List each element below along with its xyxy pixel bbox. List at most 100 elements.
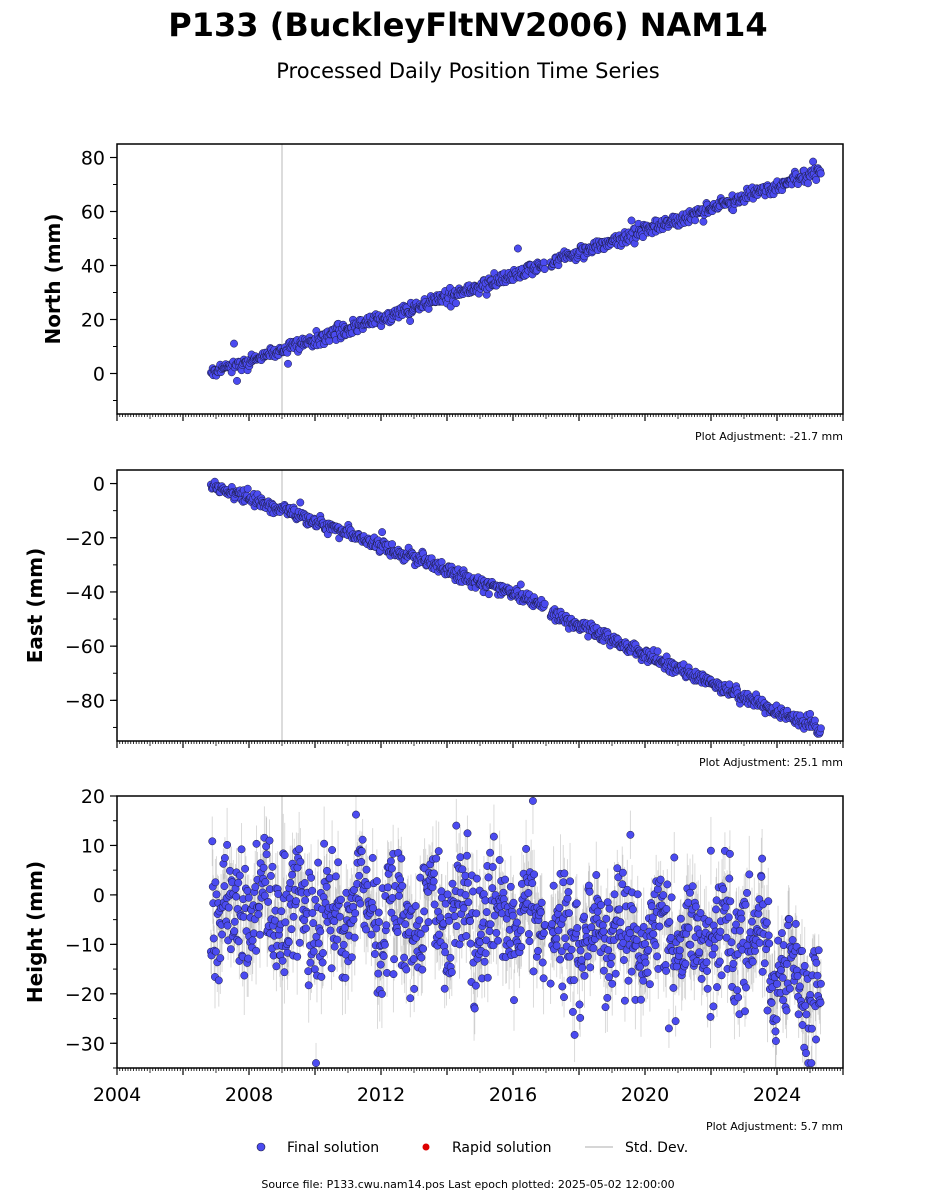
y-tick-label: −60 bbox=[65, 636, 105, 658]
data-point bbox=[212, 890, 221, 899]
data-point bbox=[296, 498, 305, 507]
data-point bbox=[208, 837, 217, 846]
data-point bbox=[224, 903, 233, 912]
data-point bbox=[284, 359, 292, 368]
north-axis-label: North (mm) bbox=[41, 213, 65, 344]
data-point bbox=[691, 216, 700, 225]
data-point bbox=[254, 910, 263, 919]
data-point bbox=[513, 244, 522, 253]
data-point bbox=[244, 954, 253, 963]
data-point bbox=[261, 878, 270, 886]
data-point bbox=[230, 917, 239, 926]
data-point bbox=[259, 863, 268, 872]
data-point bbox=[277, 907, 286, 916]
data-point bbox=[809, 157, 818, 166]
data-point bbox=[265, 836, 274, 845]
data-point bbox=[278, 956, 287, 965]
data-point bbox=[243, 484, 252, 493]
data-point bbox=[255, 903, 264, 912]
data-point bbox=[540, 599, 549, 608]
data-point bbox=[211, 947, 220, 956]
y-tick-label: 40 bbox=[81, 256, 105, 278]
y-tick-label: 80 bbox=[81, 148, 105, 170]
y-tick-label: 20 bbox=[81, 310, 105, 332]
data-point bbox=[220, 854, 229, 862]
data-point bbox=[234, 937, 243, 946]
data-point bbox=[325, 336, 334, 345]
data-point bbox=[218, 930, 226, 939]
data-point bbox=[264, 897, 273, 906]
data-point bbox=[243, 886, 252, 895]
y-tick-label: −20 bbox=[65, 528, 105, 550]
data-point bbox=[237, 845, 246, 854]
data-point bbox=[437, 558, 446, 566]
east-panel: 0 −20 −40 −60 −80 East (mm) Plot Adjustment: 2… bbox=[23, 469, 844, 769]
data-point bbox=[233, 376, 241, 385]
data-point bbox=[240, 971, 249, 980]
data-point bbox=[266, 871, 275, 880]
data-point bbox=[388, 540, 397, 549]
data-point bbox=[223, 921, 232, 930]
data-point bbox=[284, 938, 293, 946]
east-axes-frame bbox=[116, 469, 844, 742]
data-point bbox=[216, 954, 225, 963]
y-tick-label: −40 bbox=[65, 582, 105, 604]
data-point bbox=[230, 927, 239, 936]
data-point bbox=[252, 839, 261, 848]
data-point bbox=[540, 265, 549, 274]
data-point bbox=[653, 647, 662, 656]
data-point bbox=[281, 918, 290, 927]
data-point bbox=[812, 176, 821, 184]
east-axis-label: East (mm) bbox=[23, 548, 47, 664]
data-point bbox=[452, 299, 460, 308]
data-point bbox=[226, 945, 235, 954]
data-point bbox=[214, 976, 223, 985]
data-point bbox=[244, 893, 253, 902]
data-point bbox=[280, 968, 289, 977]
data-point bbox=[256, 930, 264, 939]
data-point bbox=[406, 317, 415, 325]
chart-title: P133 (BuckleyFltNV2006) NAM14 bbox=[168, 6, 767, 44]
y-tick-label: 0 bbox=[93, 474, 105, 496]
data-point bbox=[226, 866, 234, 875]
data-point bbox=[699, 217, 708, 226]
data-point bbox=[230, 339, 238, 348]
data-point bbox=[252, 946, 261, 955]
data-point bbox=[484, 590, 493, 599]
data-point bbox=[806, 709, 815, 718]
data-point bbox=[220, 882, 229, 891]
north-panel: 0 20 40 60 80 North (mm) Plot Adjustment: -21.… bbox=[41, 143, 844, 443]
data-point bbox=[286, 878, 295, 887]
north-final-points bbox=[207, 157, 825, 385]
data-point bbox=[248, 936, 257, 945]
data-point bbox=[539, 258, 548, 267]
y-tick-label: 0 bbox=[93, 364, 105, 386]
data-point bbox=[223, 840, 232, 849]
data-point bbox=[816, 724, 825, 733]
data-point bbox=[235, 871, 244, 880]
data-point bbox=[241, 864, 250, 873]
data-point bbox=[804, 179, 812, 188]
data-point bbox=[251, 883, 260, 891]
data-point bbox=[209, 934, 218, 943]
north-plot-adjustment: Plot Adjustment: -21.7 mm bbox=[695, 430, 843, 443]
y-tick-label: 60 bbox=[81, 202, 105, 224]
data-point bbox=[627, 216, 636, 225]
data-point bbox=[272, 962, 281, 971]
data-point bbox=[816, 169, 825, 178]
y-tick-label: −80 bbox=[65, 690, 105, 712]
data-point bbox=[268, 862, 277, 871]
data-point bbox=[378, 528, 387, 537]
data-point bbox=[280, 851, 289, 860]
data-point bbox=[239, 912, 248, 921]
data-point bbox=[516, 580, 525, 589]
data-point bbox=[232, 892, 241, 901]
data-point bbox=[262, 850, 271, 859]
east-final-points bbox=[206, 477, 825, 738]
data-point bbox=[211, 878, 220, 887]
east-plot-adjustment: Plot Adjustment: 25.1 mm bbox=[699, 756, 843, 769]
data-point bbox=[234, 878, 243, 887]
chart-subtitle: Processed Daily Position Time Series bbox=[276, 59, 660, 83]
